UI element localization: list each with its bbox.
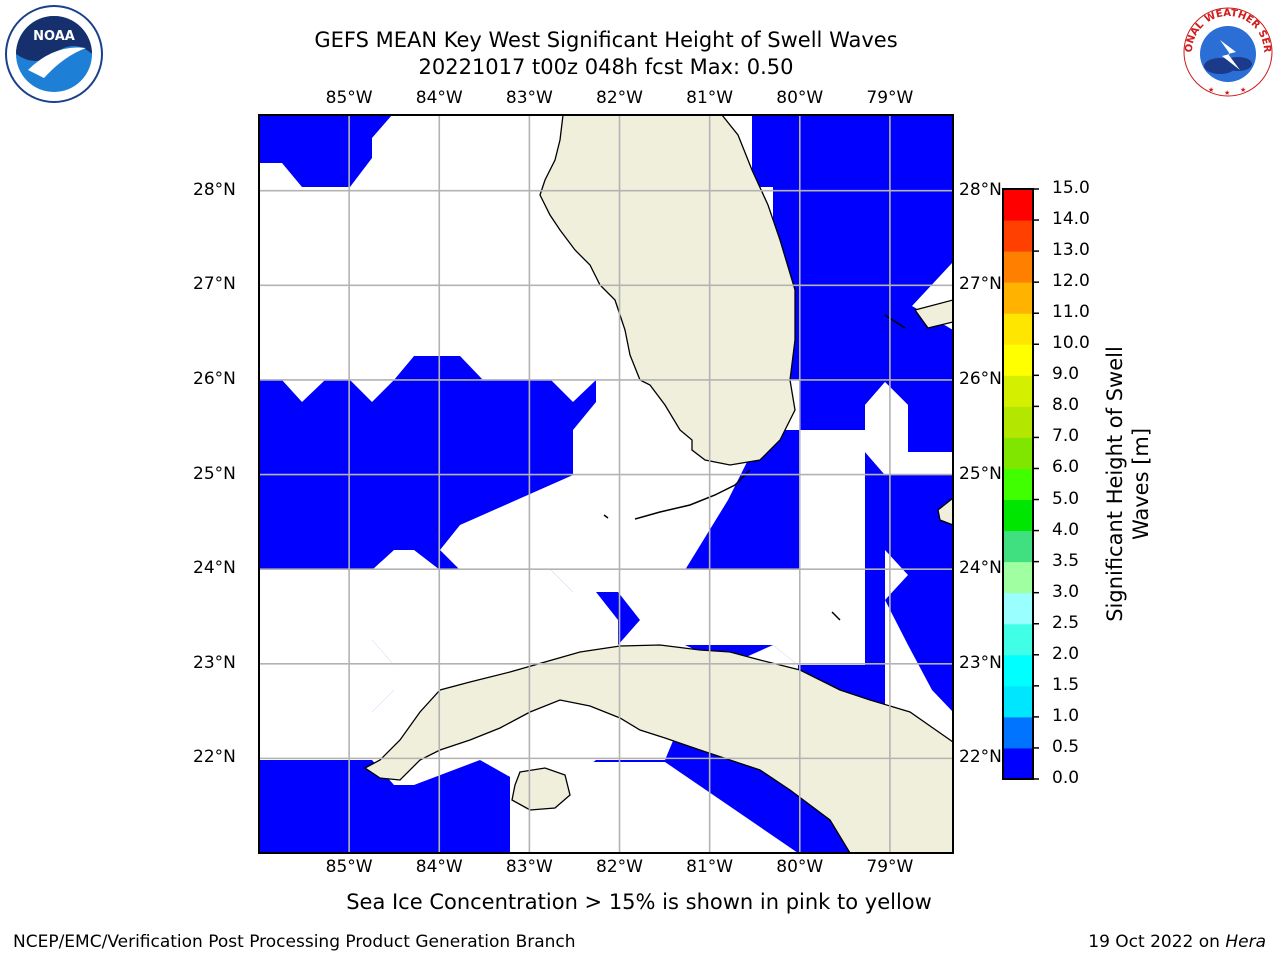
colorbar-tick-label: 3.0 xyxy=(1052,581,1080,602)
graticule xyxy=(259,115,953,853)
colorbar-tick-label: 0.0 xyxy=(1052,768,1080,788)
colorbar-segment xyxy=(1003,561,1033,594)
lat-tick-label: 28°N xyxy=(959,179,1002,200)
colorbar-tick-label: 3.5 xyxy=(1052,550,1080,571)
lon-tick-label: 80°W xyxy=(776,88,824,108)
nws-logo: NATIONAL WEATHER SERVICE ★ ★ ★ xyxy=(1178,0,1273,97)
colorbar-segment xyxy=(1003,716,1033,749)
sea-ice-note: Sea Ice Concentration > 15% is shown in … xyxy=(346,890,932,914)
footer-host: Hera xyxy=(1225,932,1266,952)
lat-tick-label: 25°N xyxy=(193,463,236,484)
colorbar-tick-label: 5.0 xyxy=(1052,488,1080,509)
colorbar-segment xyxy=(1003,344,1033,376)
colorbar-segment xyxy=(1003,220,1033,252)
lat-tick-label: 22°N xyxy=(193,747,236,768)
lat-tick-label: 27°N xyxy=(959,274,1002,295)
lon-tick-label: 82°W xyxy=(596,857,643,877)
colorbar-segment xyxy=(1003,282,1033,314)
svg-text:★: ★ xyxy=(1208,86,1214,94)
colorbar-tick-label: 2.5 xyxy=(1052,612,1080,633)
cuba-land xyxy=(363,644,953,853)
colorbar-tick-label: 14.0 xyxy=(1052,209,1090,230)
lat-tick-label: 23°N xyxy=(193,652,236,673)
colorbar-segment xyxy=(1003,468,1033,501)
lat-tick-label: 27°N xyxy=(193,274,236,295)
map-subtitle: 20221017 t00z 048h fcst Max: 0.50 xyxy=(418,55,794,79)
lon-tick-label: 81°W xyxy=(686,857,734,877)
footer-date: 19 Oct 2022 on Hera xyxy=(1088,932,1266,952)
lon-tick-label: 81°W xyxy=(686,88,734,108)
lon-tick-label: 84°W xyxy=(415,857,463,877)
colorbar-tick-label: 10.0 xyxy=(1052,333,1090,354)
svg-text:★: ★ xyxy=(1240,86,1246,94)
florida-land xyxy=(539,115,796,466)
svg-text:★: ★ xyxy=(1224,89,1230,97)
colorbar-tick-label: 1.0 xyxy=(1052,705,1080,726)
colorbar-segment xyxy=(1003,747,1033,780)
colorbar-tick-label: 7.0 xyxy=(1052,426,1080,447)
lat-tick-label: 26°N xyxy=(193,368,236,389)
lon-tick-label: 79°W xyxy=(866,857,914,877)
colorbar-title-line1: Significant Height of Swell xyxy=(1103,346,1127,622)
lat-tick-label: 28°N xyxy=(193,179,236,200)
lat-tick-label: 26°N xyxy=(959,368,1002,389)
lon-tick-label: 85°W xyxy=(325,857,373,877)
colorbar-tick-label: 11.0 xyxy=(1052,302,1090,323)
lon-tick-label: 85°W xyxy=(325,88,373,108)
colorbar-segment xyxy=(1003,313,1033,345)
noaa-logo-text: NOAA xyxy=(33,29,75,44)
colorbar-tick-label: 13.0 xyxy=(1052,240,1090,261)
colorbar-segment xyxy=(1003,592,1033,625)
colorbar xyxy=(1002,188,1039,780)
lat-tick-label: 23°N xyxy=(959,652,1002,673)
lon-tick-label: 82°W xyxy=(596,88,643,108)
footer-date-text: 19 Oct 2022 on xyxy=(1088,932,1226,952)
colorbar-tick-label: 15.0 xyxy=(1052,178,1090,198)
colorbar-segment xyxy=(1003,654,1033,687)
colorbar-tick-label: 0.5 xyxy=(1052,736,1080,757)
lat-tick-label: 24°N xyxy=(959,558,1002,579)
lon-tick-label: 83°W xyxy=(505,857,553,877)
lat-tick-label: 25°N xyxy=(959,463,1002,484)
lon-tick-label: 84°W xyxy=(415,88,463,108)
colorbar-segment xyxy=(1003,623,1033,656)
colorbar-segment xyxy=(1003,685,1033,718)
colorbar-segment xyxy=(1003,499,1033,532)
lat-tick-label: 22°N xyxy=(959,747,1002,768)
colorbar-tick-label: 6.0 xyxy=(1052,457,1080,478)
colorbar-segment xyxy=(1003,437,1033,469)
colorbar-segment xyxy=(1003,406,1033,438)
map-title: GEFS MEAN Key West Significant Height of… xyxy=(314,28,898,52)
colorbar-tick-label: 12.0 xyxy=(1052,271,1090,292)
colorbar-tick-label: 1.5 xyxy=(1052,674,1080,695)
colorbar-tick-label: 8.0 xyxy=(1052,395,1080,416)
colorbar-segment xyxy=(1003,251,1033,283)
colorbar-tick-label: 2.0 xyxy=(1052,643,1080,664)
footer-credit: NCEP/EMC/Verification Post Processing Pr… xyxy=(13,932,576,952)
colorbar-segment xyxy=(1003,189,1033,221)
lon-tick-label: 80°W xyxy=(776,857,824,877)
lon-tick-label: 83°W xyxy=(505,88,553,108)
colorbar-tick-label: 4.0 xyxy=(1052,519,1080,540)
lon-tick-label: 79°W xyxy=(866,88,914,108)
lat-tick-label: 24°N xyxy=(193,558,236,579)
colorbar-segment xyxy=(1003,530,1033,563)
noaa-logo: NOAA xyxy=(5,5,103,103)
colorbar-tick-label: 9.0 xyxy=(1052,364,1080,385)
colorbar-segment xyxy=(1003,375,1033,407)
colorbar-title-line2: Waves [m] xyxy=(1129,427,1153,541)
